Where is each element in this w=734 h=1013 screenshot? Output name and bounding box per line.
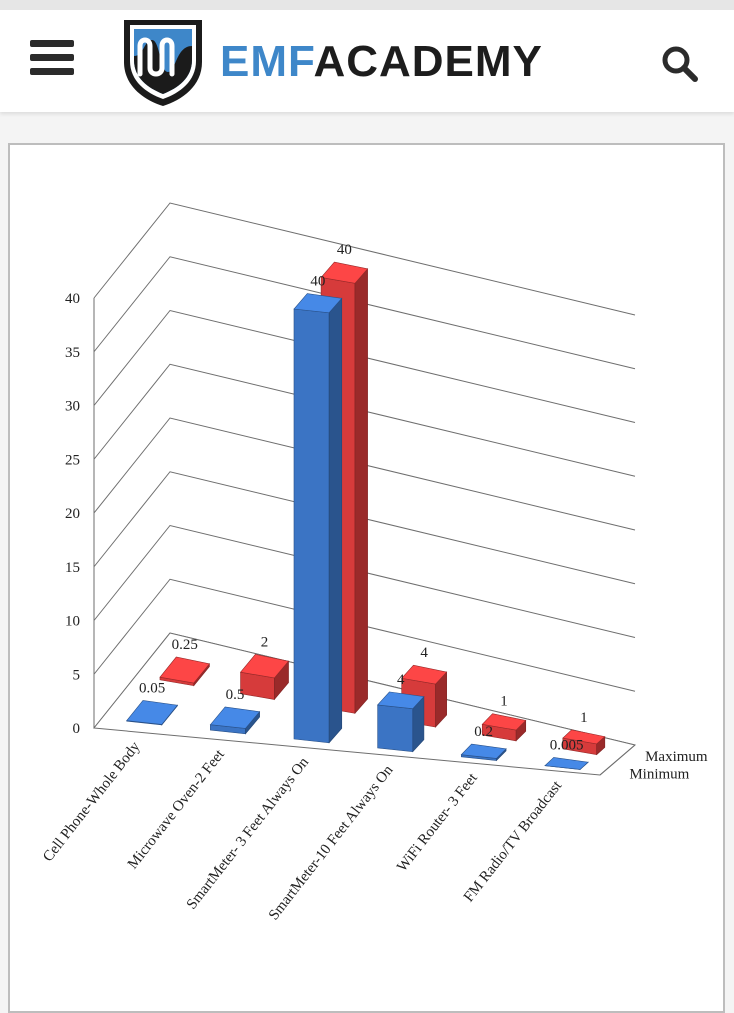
- bar-minimum-top: [209, 706, 261, 729]
- bar-minimum-top: [544, 757, 589, 770]
- gridline: [93, 524, 636, 638]
- y-tick-label: 15: [65, 560, 80, 576]
- emf-exposure-bar-chart: 0 5 10 15 20 25 30 35 40 0.25 2 40 4 1 1 0.05 0.5 40 4 0.2 0…: [40, 202, 708, 923]
- bar-minimum-side: [328, 297, 343, 744]
- gridline: [93, 578, 636, 692]
- data-label: 1: [580, 710, 588, 726]
- y-tick-label: 35: [65, 345, 80, 361]
- bar-maximum-top: [239, 654, 290, 679]
- data-label: 4: [397, 672, 405, 688]
- site-header: EMFACADEMY: [0, 0, 734, 112]
- data-label: 40: [310, 274, 325, 290]
- series-label-maximum: Maximum: [645, 749, 708, 765]
- category-label: Microwave Oven-2 Feet: [125, 746, 228, 872]
- bar-maximum-top: [401, 664, 448, 685]
- data-label: 0.005: [550, 737, 584, 753]
- gridline: [93, 309, 636, 423]
- data-label: 0.2: [474, 724, 493, 740]
- data-label: 2: [261, 634, 269, 650]
- data-label: 1: [500, 694, 508, 710]
- site-logo[interactable]: EMFACADEMY: [120, 16, 543, 108]
- y-tick-label: 20: [65, 506, 80, 522]
- y-tick-label: 40: [65, 291, 80, 307]
- gridline: [93, 363, 636, 477]
- y-tick-label: 30: [65, 399, 80, 415]
- bar-minimum-front: [293, 308, 330, 744]
- data-label: 0.5: [226, 687, 245, 703]
- gridline: [93, 417, 636, 531]
- gridline: [93, 471, 636, 585]
- bar-maximum-top: [159, 656, 210, 684]
- hamburger-menu-icon[interactable]: [30, 40, 74, 76]
- data-label: 0.25: [172, 637, 198, 653]
- gridline: [93, 256, 636, 370]
- bar-maximum-side: [354, 268, 368, 715]
- shield-logo-icon: [124, 20, 202, 106]
- series-label-minimum: Minimum: [629, 767, 689, 783]
- y-tick-label: 5: [73, 667, 81, 683]
- bar-maximum-top: [481, 713, 527, 731]
- category-label: Cell Phone-Whole Body: [40, 739, 144, 865]
- y-tick-label: 25: [65, 452, 80, 468]
- brand-name-emf: EMF: [220, 37, 314, 86]
- bar-minimum-top: [377, 691, 425, 709]
- y-tick-label: 10: [65, 614, 80, 630]
- brand-name-academy: ACADEMY: [313, 37, 543, 86]
- gridline: [93, 202, 636, 316]
- data-label: 0.05: [139, 680, 165, 696]
- search-icon[interactable]: [660, 44, 700, 84]
- y-tick-label: 0: [73, 721, 81, 737]
- bar-maximum-top: [562, 729, 606, 745]
- depth-axis-line: [599, 744, 636, 776]
- bar-minimum-front: [377, 704, 414, 753]
- chart-card: 0 5 10 15 20 25 30 35 40 0.25 2 40 4 1 1 0.05 0.5 40 4 0.2 0…: [8, 143, 725, 1013]
- category-label: FM Radio/TV Broadcast: [461, 777, 566, 905]
- data-label: 4: [420, 645, 428, 661]
- bar-minimum-top: [126, 700, 179, 725]
- category-label: WiFi Router- 3 Feet: [394, 770, 481, 875]
- bar-minimum-top: [293, 293, 343, 314]
- data-label: 40: [337, 242, 352, 258]
- bar-maximum-top: [320, 261, 369, 284]
- bar-minimum-top: [460, 743, 507, 759]
